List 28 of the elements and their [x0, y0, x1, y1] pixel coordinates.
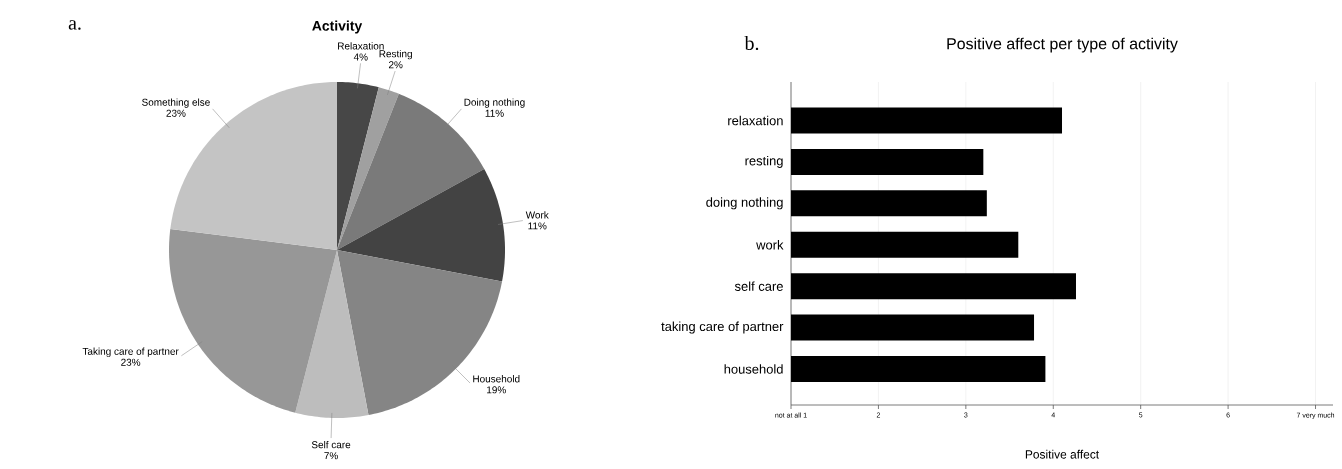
text: b.	[744, 35, 759, 51]
y-tick-label: doing nothing	[706, 197, 783, 210]
y-tick-label: work	[756, 239, 784, 250]
data-label: 23%	[121, 358, 141, 366]
slice-label: Doing nothing	[464, 98, 525, 108]
data-label: 19%	[487, 386, 506, 394]
y-tick-label: self care	[734, 281, 783, 291]
slice-label: Household	[473, 375, 520, 383]
data-label: 7%	[324, 452, 338, 460]
y-tick-label: resting	[745, 155, 783, 168]
text: a.	[68, 20, 81, 30]
y-tick-label: relaxation	[728, 115, 783, 126]
y-tick-label: taking care of partner	[661, 321, 784, 334]
y-tick-label: household	[724, 364, 783, 374]
slice-label: Work	[525, 211, 549, 219]
data-label: 11%	[485, 109, 504, 117]
data-label: 11%	[528, 222, 547, 230]
slice-label: Something else	[142, 98, 210, 108]
data-label: 2%	[388, 61, 403, 69]
data-label: 23%	[166, 109, 186, 117]
chart-title: Positive affect per type of activity	[947, 37, 1178, 53]
slice-label: Taking care of partner	[82, 347, 179, 357]
chart-title: Activity	[312, 20, 363, 34]
slice-label: Relaxation	[338, 42, 384, 50]
data-label: 4%	[353, 53, 368, 61]
slice-label: Self care	[311, 440, 351, 449]
x-axis-title: Positive affect	[1025, 449, 1100, 459]
slice-label: Resting	[379, 50, 412, 60]
